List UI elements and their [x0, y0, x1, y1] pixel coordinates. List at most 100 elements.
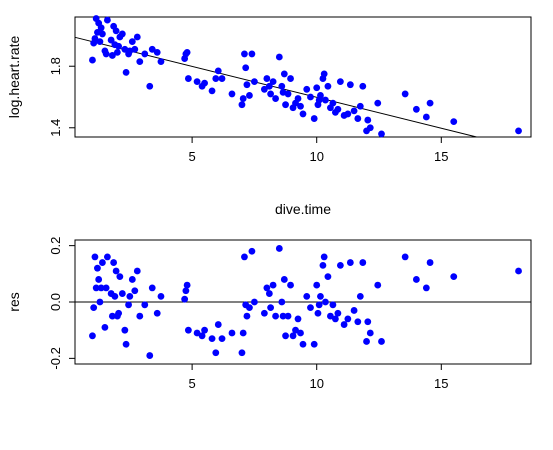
data-point: [299, 110, 307, 118]
data-point: [251, 78, 258, 86]
top-points-group: [89, 15, 522, 138]
data-point: [284, 312, 292, 320]
data-point: [125, 301, 132, 309]
data-point: [356, 292, 364, 300]
data-point: [280, 276, 288, 283]
data-point: [315, 301, 323, 309]
data-point: [319, 261, 327, 269]
data-point: [322, 298, 329, 306]
data-point: [334, 309, 342, 317]
data-point: [136, 58, 144, 66]
y-tick-label: -0.2: [48, 347, 63, 369]
data-point: [208, 87, 216, 95]
data-point: [412, 276, 420, 283]
top-panel: 5 10 15 1.4 1.8 log.heart.rate dive.time: [6, 15, 532, 217]
bottom-axis-ticks: 5 10 15 -0.2 0.0 0.2: [48, 237, 449, 391]
data-point: [269, 78, 277, 86]
data-point: [193, 329, 201, 337]
data-point: [401, 253, 409, 261]
data-point: [212, 349, 220, 357]
data-point: [378, 338, 385, 345]
data-point: [91, 35, 99, 42]
data-point: [141, 301, 149, 309]
data-point: [324, 82, 332, 90]
data-point: [99, 259, 106, 266]
data-point: [133, 33, 141, 41]
data-point: [122, 340, 130, 348]
data-point: [515, 267, 522, 275]
data-point: [184, 326, 192, 334]
data-point: [126, 292, 134, 300]
data-point: [412, 105, 420, 113]
data-point: [278, 82, 286, 90]
data-point: [284, 90, 292, 98]
data-point: [422, 284, 430, 292]
data-point: [263, 75, 271, 82]
data-point: [97, 284, 105, 292]
data-point: [294, 95, 302, 102]
bottom-y-axis-label: res: [6, 292, 22, 311]
data-point: [303, 85, 311, 93]
data-point: [350, 107, 358, 115]
data-point: [96, 298, 104, 306]
data-point: [110, 259, 118, 266]
data-point: [272, 312, 279, 320]
data-point: [344, 110, 352, 118]
data-point: [275, 245, 283, 252]
data-point: [131, 287, 139, 295]
data-point: [320, 253, 328, 261]
data-point: [248, 247, 256, 255]
data-point: [128, 38, 136, 46]
data-point: [450, 273, 458, 281]
data-point: [366, 329, 374, 337]
data-point: [272, 95, 279, 102]
data-point: [346, 81, 354, 89]
data-point: [193, 78, 201, 86]
data-point: [91, 253, 99, 261]
data-point: [94, 264, 101, 272]
data-point: [89, 332, 96, 340]
data-point: [157, 292, 165, 300]
data-point: [378, 130, 385, 138]
data-point: [107, 36, 115, 44]
data-point: [366, 124, 374, 132]
data-point: [133, 267, 141, 275]
data-point: [265, 290, 273, 297]
data-point: [317, 292, 324, 300]
data-point: [183, 281, 191, 289]
data-point: [183, 48, 191, 56]
data-point: [141, 50, 149, 58]
x-tick-label: 10: [309, 376, 323, 391]
data-point: [297, 102, 304, 110]
data-point: [329, 99, 337, 107]
data-point: [184, 75, 192, 82]
data-point: [450, 118, 458, 126]
data-point: [322, 96, 329, 104]
data-point: [294, 315, 302, 323]
data-point: [208, 335, 216, 343]
data-point: [102, 284, 110, 292]
data-point: [336, 261, 344, 269]
data-point: [269, 281, 277, 289]
data-point: [101, 323, 109, 331]
x-tick-label: 5: [188, 149, 195, 164]
data-point: [354, 318, 362, 326]
data-point: [260, 85, 268, 93]
data-point: [181, 295, 189, 303]
data-point: [422, 113, 430, 121]
data-point: [148, 45, 156, 53]
data-point: [246, 304, 253, 312]
data-point: [275, 53, 283, 61]
data-point: [278, 298, 286, 306]
data-point: [313, 84, 321, 92]
data-point: [148, 284, 156, 292]
data-point: [218, 335, 226, 343]
data-point: [426, 259, 434, 266]
data-point: [313, 281, 321, 289]
data-point: [108, 312, 116, 320]
data-point: [260, 309, 268, 317]
data-point: [287, 75, 294, 82]
data-point: [243, 81, 251, 89]
data-point: [363, 338, 370, 345]
data-point: [374, 281, 382, 289]
